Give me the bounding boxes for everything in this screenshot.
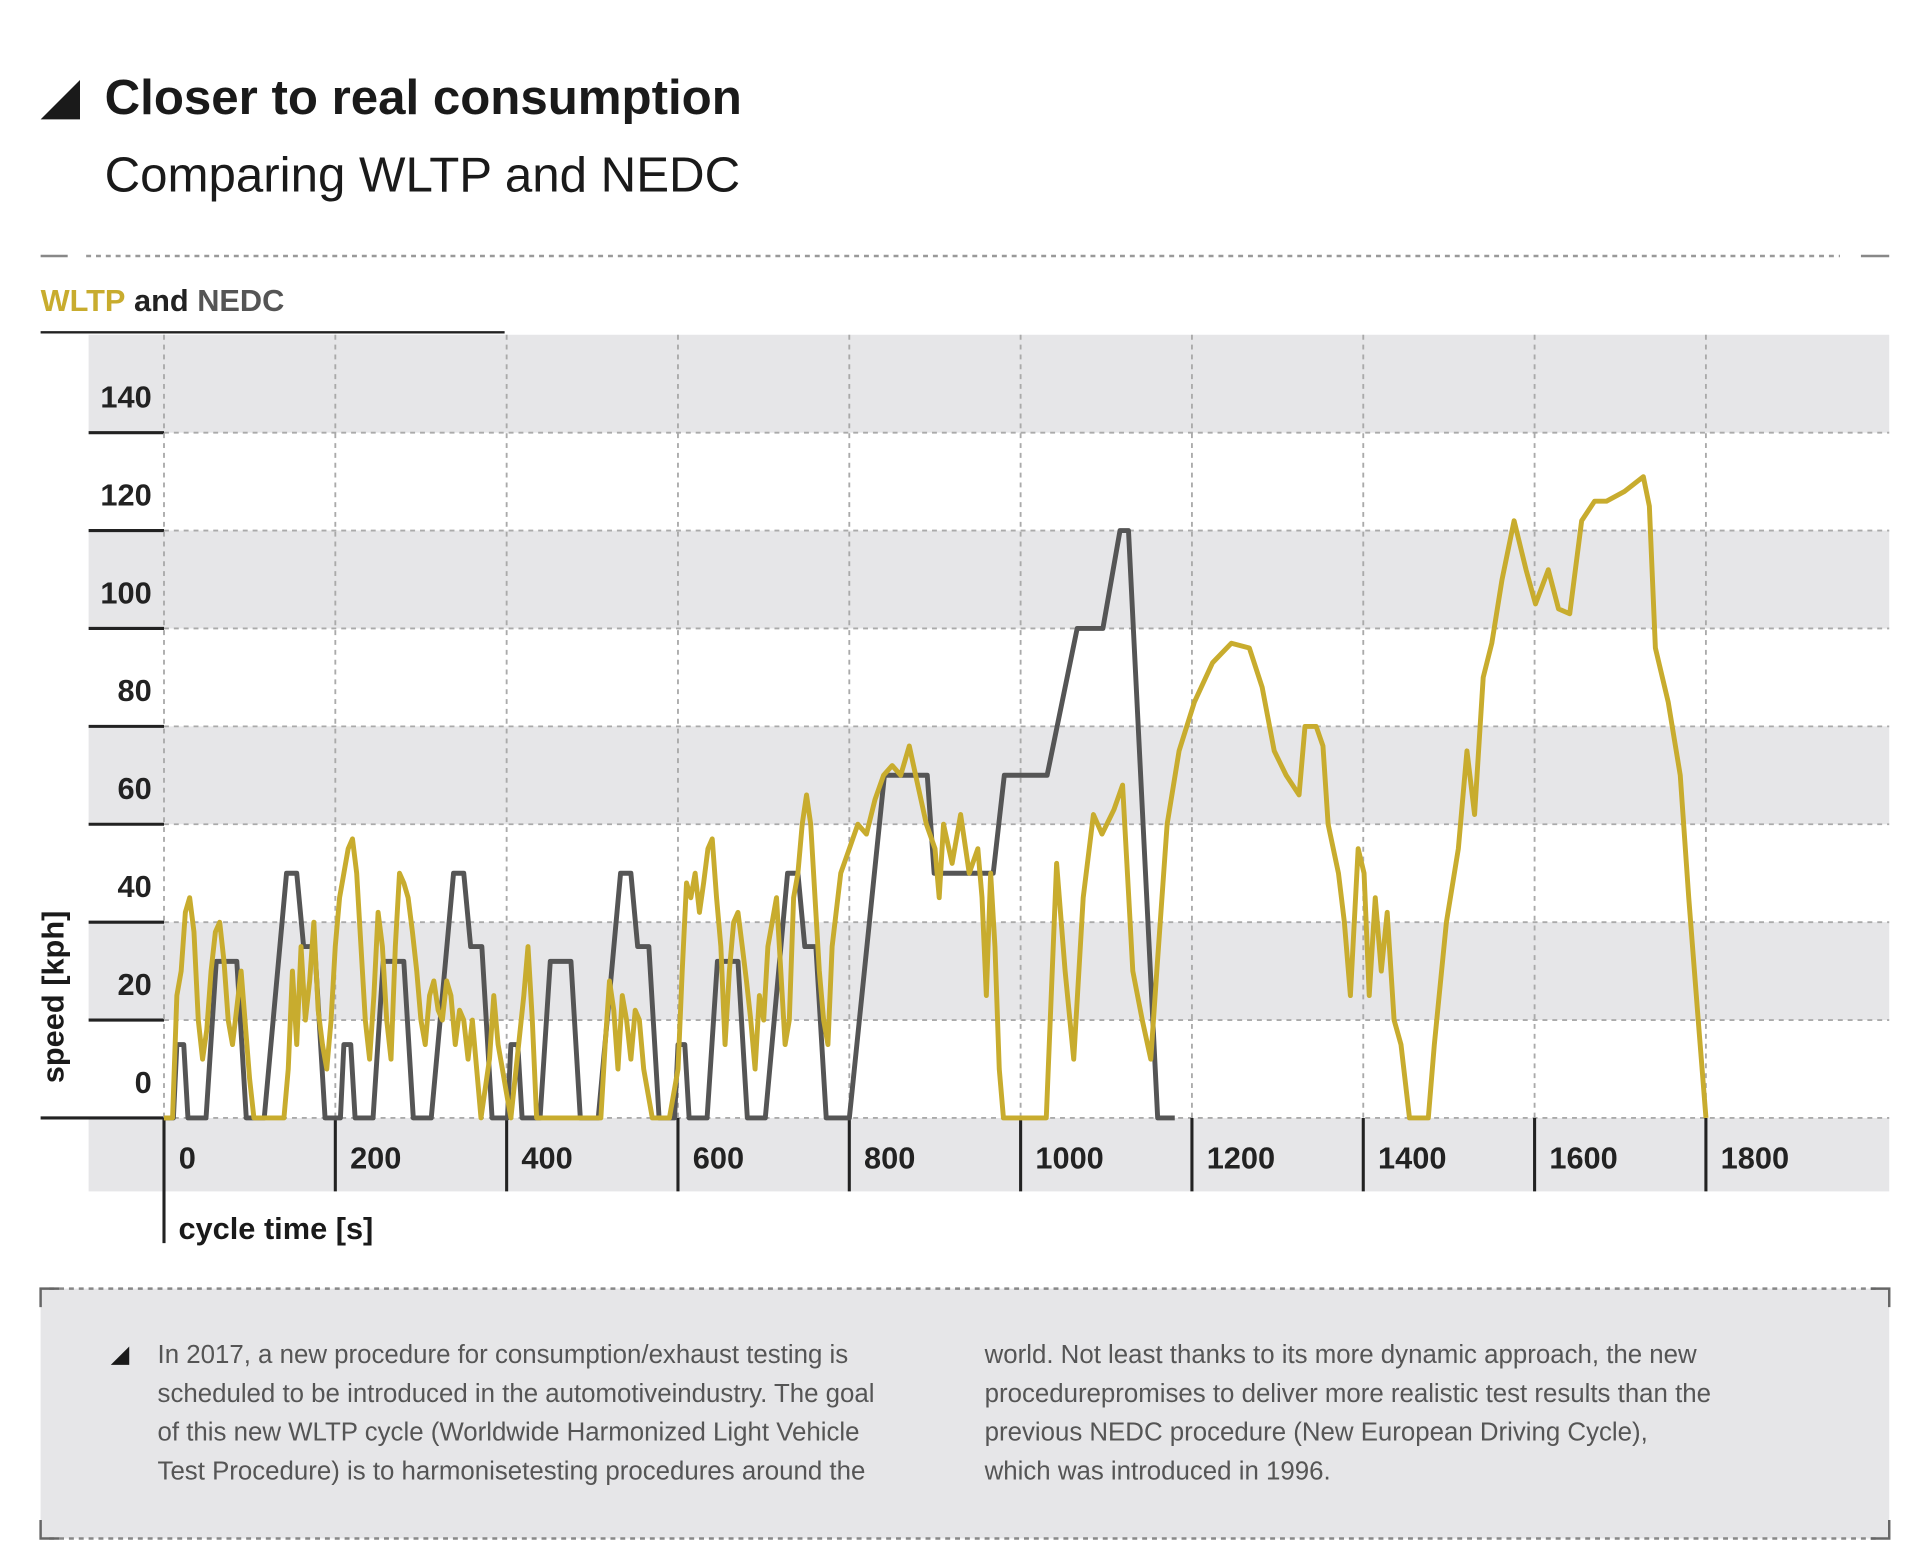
legend-separator: and <box>134 283 189 318</box>
note-line: In 2017, a new procedure for consumption… <box>158 1341 849 1369</box>
chart-title: Closer to real consumption <box>105 70 742 125</box>
band <box>88 530 1890 629</box>
y-tick-label: 60 <box>117 771 151 806</box>
y-tick-label: 0 <box>135 1065 152 1100</box>
y-tick-label: 100 <box>100 575 151 610</box>
band <box>88 334 1890 433</box>
note-box <box>39 1287 1891 1540</box>
y-axis-label: speed [kph] <box>36 911 71 1084</box>
x-tick-label: 800 <box>864 1141 915 1176</box>
series-line <box>163 528 1175 1121</box>
series-line <box>163 474 1709 1121</box>
legend: WLTP and NEDC <box>41 283 285 318</box>
note-text: In 2017, a new procedure for consumption… <box>158 1341 1711 1485</box>
note-background <box>40 1288 1890 1539</box>
note-corner <box>39 1287 60 1308</box>
x-tick-label: 1800 <box>1721 1141 1789 1176</box>
x-axis-label: cycle time [s] <box>178 1211 373 1246</box>
x-tick-label: 600 <box>693 1141 744 1176</box>
title-icon <box>40 80 80 120</box>
legend-entry: WLTP <box>41 283 126 318</box>
x-tick-label: 1400 <box>1378 1141 1446 1176</box>
legend-entry: NEDC <box>197 283 284 318</box>
chart-subtitle: Comparing WLTP and NEDC <box>105 147 741 202</box>
note-line: Test Procedure) is to harmonisetesting p… <box>158 1457 866 1485</box>
x-tick-label: 1000 <box>1035 1141 1103 1176</box>
x-tick-label: 0 <box>179 1141 196 1176</box>
band <box>88 726 1890 825</box>
note-corner <box>1870 1520 1891 1540</box>
note-corner <box>39 1520 60 1540</box>
note-line: scheduled to be introduced in the automo… <box>158 1380 875 1408</box>
note-line: world. Not least thanks to its more dyna… <box>984 1341 1697 1369</box>
note-line: of this new WLTP cycle (Worldwide Harmon… <box>158 1419 860 1447</box>
note-line: previous NEDC procedure (New European Dr… <box>985 1419 1648 1447</box>
band <box>88 1117 1890 1192</box>
note-line: which was introduced in 1996. <box>984 1457 1331 1485</box>
x-tick-label: 1600 <box>1549 1141 1617 1176</box>
x-tick-label: 200 <box>350 1141 401 1176</box>
y-tick-label: 20 <box>117 967 151 1002</box>
note-corner <box>1870 1287 1891 1308</box>
x-tick-label: 400 <box>521 1141 572 1176</box>
note-icon <box>110 1346 130 1365</box>
note-line: procedurepromises to deliver more realis… <box>985 1380 1711 1408</box>
y-tick-label: 120 <box>100 477 151 512</box>
y-tick-label: 40 <box>117 869 151 904</box>
x-tick-label: 1200 <box>1207 1141 1275 1176</box>
y-tick-label: 80 <box>117 673 151 708</box>
y-tick-label: 140 <box>100 380 151 415</box>
